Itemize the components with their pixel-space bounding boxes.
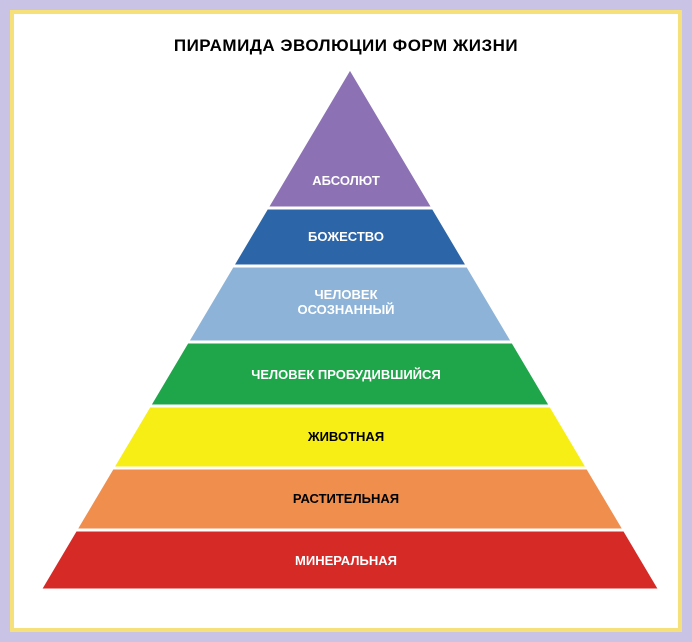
level-label-0: АБСОЛЮТ	[14, 174, 678, 189]
level-label-1: БОЖЕСТВО	[14, 230, 678, 245]
level-label-4: ЖИВОТНАЯ	[14, 430, 678, 445]
level-label-2: ЧЕЛОВЕК ОСОЗНАННЫЙ	[14, 288, 678, 318]
pyramid-svg	[14, 14, 686, 636]
frame: ПИРАМИДА ЭВОЛЮЦИИ ФОРМ ЖИЗНИ АБСОЛЮТБОЖЕ…	[10, 10, 682, 632]
level-label-3: ЧЕЛОВЕК ПРОБУДИВШИЙСЯ	[14, 368, 678, 383]
level-label-6: МИНЕРАЛЬНАЯ	[14, 554, 678, 569]
level-label-5: РАСТИТЕЛЬНАЯ	[14, 492, 678, 507]
outer-container: ПИРАМИДА ЭВОЛЮЦИИ ФОРМ ЖИЗНИ АБСОЛЮТБОЖЕ…	[0, 0, 692, 642]
